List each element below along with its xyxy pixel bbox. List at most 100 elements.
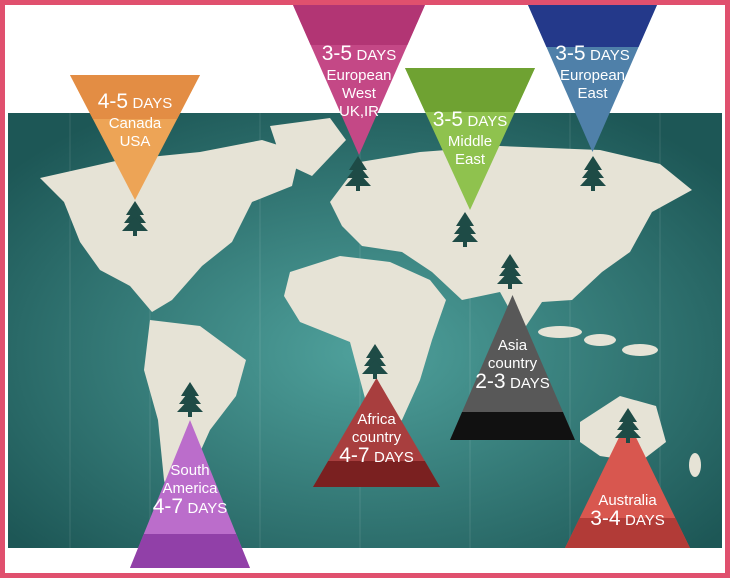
- tree-tier: [580, 172, 606, 186]
- tree-icon: [497, 254, 523, 289]
- tree-tier: [349, 156, 367, 170]
- delivery-time: 3-4 DAYS: [590, 507, 665, 530]
- tree-icon: [177, 382, 203, 417]
- tree-trunk: [626, 438, 630, 443]
- region-name: European: [326, 67, 391, 84]
- tree-tier: [617, 416, 639, 430]
- tree-trunk: [133, 231, 137, 236]
- region-name: America: [162, 480, 218, 497]
- region-name: South: [170, 462, 209, 479]
- delivery-time: 3-5 DAYS: [322, 42, 397, 65]
- tree-tier: [456, 212, 474, 226]
- tree-tier: [584, 156, 602, 170]
- tree-tier: [181, 382, 199, 396]
- region-name: country: [488, 355, 538, 372]
- delivery-time: 2-3 DAYS: [475, 370, 550, 393]
- tree-trunk: [373, 374, 377, 379]
- marker-triangle: [130, 420, 250, 568]
- tree-tier: [452, 228, 478, 242]
- region-name: UK,IR: [339, 103, 379, 120]
- region-name: Canada: [109, 115, 162, 132]
- region-name: East: [455, 151, 486, 168]
- tree-tier: [501, 254, 519, 268]
- region-name: East: [577, 85, 608, 102]
- marker-band: [293, 5, 425, 45]
- tree-tier: [122, 217, 148, 231]
- days-unit: DAYS: [590, 47, 630, 64]
- tree-trunk: [356, 186, 360, 191]
- marker-band: [405, 68, 535, 112]
- tree-trunk: [591, 186, 595, 191]
- marker-band: [313, 461, 440, 487]
- region-name: Middle: [448, 133, 492, 150]
- tree-icon: [345, 156, 371, 191]
- delivery-time: 3-5 DAYS: [433, 108, 508, 131]
- days-range: 4-5: [98, 90, 128, 113]
- days-unit: DAYS: [357, 47, 397, 64]
- tree-tier: [345, 172, 371, 186]
- marker-band: [130, 534, 250, 568]
- tree-tier: [499, 262, 521, 276]
- region-name: West: [342, 85, 377, 102]
- region-name: country: [352, 429, 402, 446]
- tree-tier: [347, 164, 369, 178]
- marker-band: [70, 75, 200, 119]
- region-name: Asia: [498, 337, 528, 354]
- tree-tier: [362, 360, 388, 374]
- days-range: 3-5: [433, 108, 463, 131]
- marker-band: [528, 5, 657, 47]
- region-name: Australia: [598, 492, 657, 509]
- delivery-time: 4-5 DAYS: [98, 90, 173, 113]
- tree-tier: [615, 424, 641, 438]
- tree-tier: [454, 220, 476, 234]
- delivery-time: 4-7 DAYS: [339, 444, 414, 467]
- days-unit: DAYS: [133, 95, 173, 112]
- region-name: European: [560, 67, 625, 84]
- region-name: Africa: [357, 411, 396, 428]
- tree-icon: [615, 408, 641, 443]
- marker-band: [565, 518, 690, 548]
- days-range: 4-7: [153, 495, 183, 518]
- tree-trunk: [463, 242, 467, 247]
- days-range: 3-5: [322, 42, 352, 65]
- days-range: 4-7: [339, 444, 369, 467]
- tree-icon: [362, 344, 388, 379]
- tree-tier: [124, 209, 146, 223]
- tree-tier: [179, 390, 201, 404]
- region-name: USA: [120, 133, 151, 150]
- tree-trunk: [188, 412, 192, 417]
- tree-tier: [619, 408, 637, 422]
- days-range: 2-3: [475, 370, 505, 393]
- tree-icon: [580, 156, 606, 191]
- marker-triangle: [450, 295, 575, 440]
- days-unit: DAYS: [188, 500, 228, 517]
- tree-tier: [366, 344, 384, 358]
- marker-triangle: [565, 420, 690, 548]
- days-unit: DAYS: [625, 512, 665, 529]
- delivery-time: 3-5 DAYS: [555, 42, 630, 65]
- days-range: 3-4: [590, 507, 621, 530]
- days-unit: DAYS: [510, 375, 550, 392]
- tree-tier: [177, 398, 203, 412]
- tree-tier: [364, 352, 386, 366]
- tree-tier: [497, 270, 523, 284]
- tree-icon: [452, 212, 478, 247]
- tree-tier: [126, 201, 144, 215]
- tree-icon: [122, 201, 148, 236]
- tree-tier: [582, 164, 604, 178]
- days-unit: DAYS: [374, 449, 414, 466]
- tree-trunk: [508, 284, 512, 289]
- days-range: 3-5: [555, 42, 585, 65]
- delivery-time: 4-7 DAYS: [153, 495, 228, 518]
- marker-band: [450, 412, 575, 440]
